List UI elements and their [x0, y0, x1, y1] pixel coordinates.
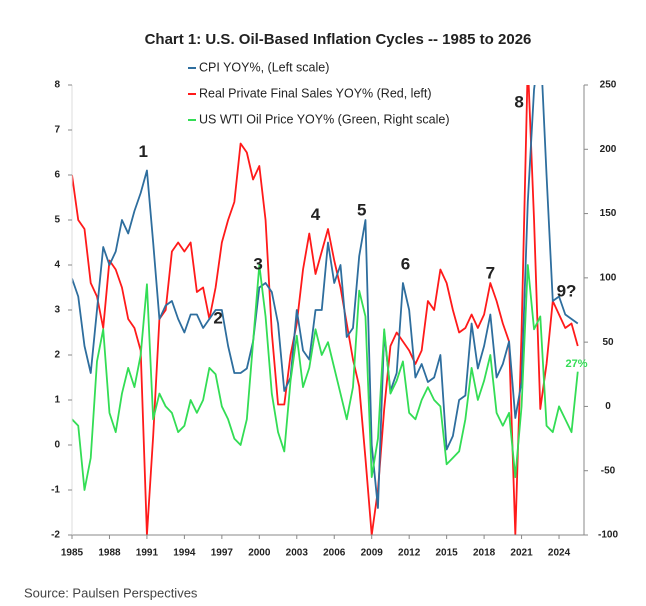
x-tick-label: 2006 — [323, 548, 346, 559]
legend-label: US WTI Oil Price YOY% (Green, Right scal… — [199, 112, 450, 126]
source-note: Source: Paulsen Perspectives — [24, 585, 198, 600]
annotation: 4 — [311, 205, 321, 224]
annotation: 2 — [213, 308, 222, 327]
y-tick-label: -1 — [51, 485, 60, 496]
annotation: 27% — [565, 358, 587, 370]
x-tick-label: 2018 — [473, 548, 496, 559]
y2-tick-label: 150 — [600, 208, 617, 219]
y-tick-label: 7 — [54, 125, 60, 136]
x-tick-label: 2015 — [436, 548, 459, 559]
y-tick-label: 5 — [54, 215, 60, 226]
x-tick-label: 2003 — [286, 548, 309, 559]
x-tick-label: 1997 — [211, 548, 234, 559]
x-tick-label: 1985 — [61, 548, 84, 559]
x-tick-label: 1991 — [136, 548, 159, 559]
legend-label: CPI YOY%, (Left scale) — [199, 60, 329, 74]
annotation: 5 — [357, 200, 366, 219]
chart-title: Chart 1: U.S. Oil-Based Inflation Cycles… — [145, 31, 532, 48]
y-tick-label: 1 — [54, 395, 60, 406]
annotation: 6 — [401, 254, 410, 273]
y2-tick-label: -50 — [601, 465, 616, 476]
x-tick-label: 2021 — [510, 548, 533, 559]
y-tick-label: 4 — [54, 260, 60, 271]
x-tick-label: 2009 — [361, 548, 384, 559]
y2-tick-label: 200 — [600, 144, 617, 155]
y2-tick-label: 0 — [605, 401, 611, 412]
series-line — [72, 85, 579, 509]
y-tick-label: -2 — [51, 530, 60, 541]
y-tick-label: 8 — [54, 80, 60, 91]
x-tick-label: 2000 — [248, 548, 271, 559]
y-tick-label: 3 — [54, 305, 60, 316]
y2-tick-label: 250 — [600, 80, 617, 91]
x-tick-label: 1988 — [98, 548, 121, 559]
annotation: 3 — [253, 254, 262, 273]
series-line — [72, 85, 579, 535]
annotation: 7 — [486, 263, 495, 282]
y2-tick-label: -100 — [598, 530, 618, 541]
plot-area — [72, 85, 579, 535]
x-tick-label: 2024 — [548, 548, 571, 559]
annotation: 1 — [138, 142, 147, 161]
annotation: 8 — [514, 92, 523, 111]
y-tick-label: 0 — [54, 440, 60, 451]
y-tick-label: 2 — [54, 350, 60, 361]
x-tick-label: 2012 — [398, 548, 421, 559]
annotation: 9? — [557, 281, 577, 300]
series-line — [72, 264, 579, 491]
x-tick-label: 1994 — [173, 548, 196, 559]
y2-tick-label: 100 — [600, 272, 617, 283]
legend-label: Real Private Final Sales YOY% (Red, left… — [199, 86, 432, 100]
y-tick-label: 6 — [54, 170, 60, 181]
y2-tick-label: 50 — [602, 337, 614, 348]
